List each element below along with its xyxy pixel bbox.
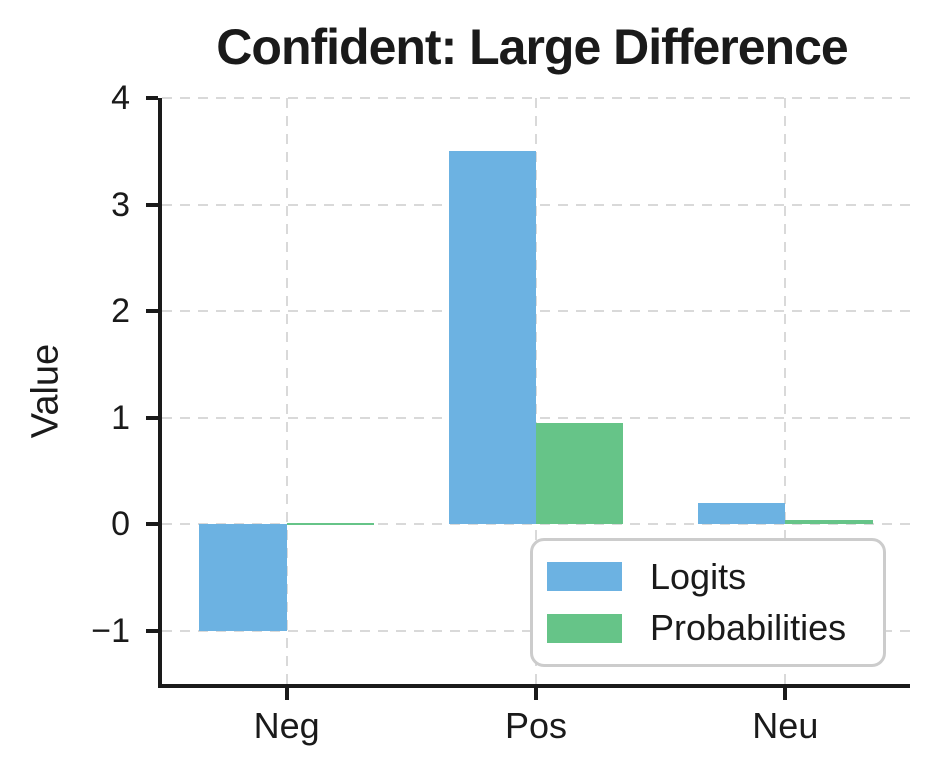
y-tick-mark [146,628,158,633]
y-tick-label: 3 [111,185,130,224]
x-tick-label: Neu [752,705,819,746]
y-tick-mark [146,415,158,420]
bar-logits-neu [698,502,786,525]
legend-swatch-probabilities [547,613,622,643]
gridline-vertical [784,98,787,684]
y-tick-label: 0 [111,505,130,544]
bar-probabilities-neg [286,523,374,526]
x-tick-mark [783,688,788,700]
gridline-vertical [285,98,288,684]
x-tick-mark [284,688,289,700]
legend-item-probabilities: Probabilities [547,603,883,653]
bar-probabilities-pos [536,422,624,525]
y-tick-mark [146,309,158,314]
legend-label-probabilities: Probabilities [650,607,847,649]
y-tick-label: 4 [111,79,130,117]
y-tick-label: 2 [111,292,130,331]
y-tick-label: 1 [111,398,130,437]
legend-swatch-logits [547,562,622,592]
chart-title: Confident: Large Difference [216,19,848,75]
y-tick-mark [146,202,158,207]
bar-logits-neg [199,524,287,631]
x-tick-label: Pos [504,705,568,746]
bar-probabilities-neu [785,519,873,525]
legend: Logits Probabilities [530,538,886,667]
legend-item-logits: Logits [547,552,883,602]
y-tick-mark [146,522,158,527]
x-tick-label: Neg [253,705,320,746]
x-tick-mark [534,688,538,700]
y-tick-mark [146,96,158,100]
y-tick-label: −1 [91,611,130,650]
gridline-vertical [535,98,537,684]
bar-logits-pos [448,151,536,525]
legend-label-logits: Logits [650,555,747,597]
